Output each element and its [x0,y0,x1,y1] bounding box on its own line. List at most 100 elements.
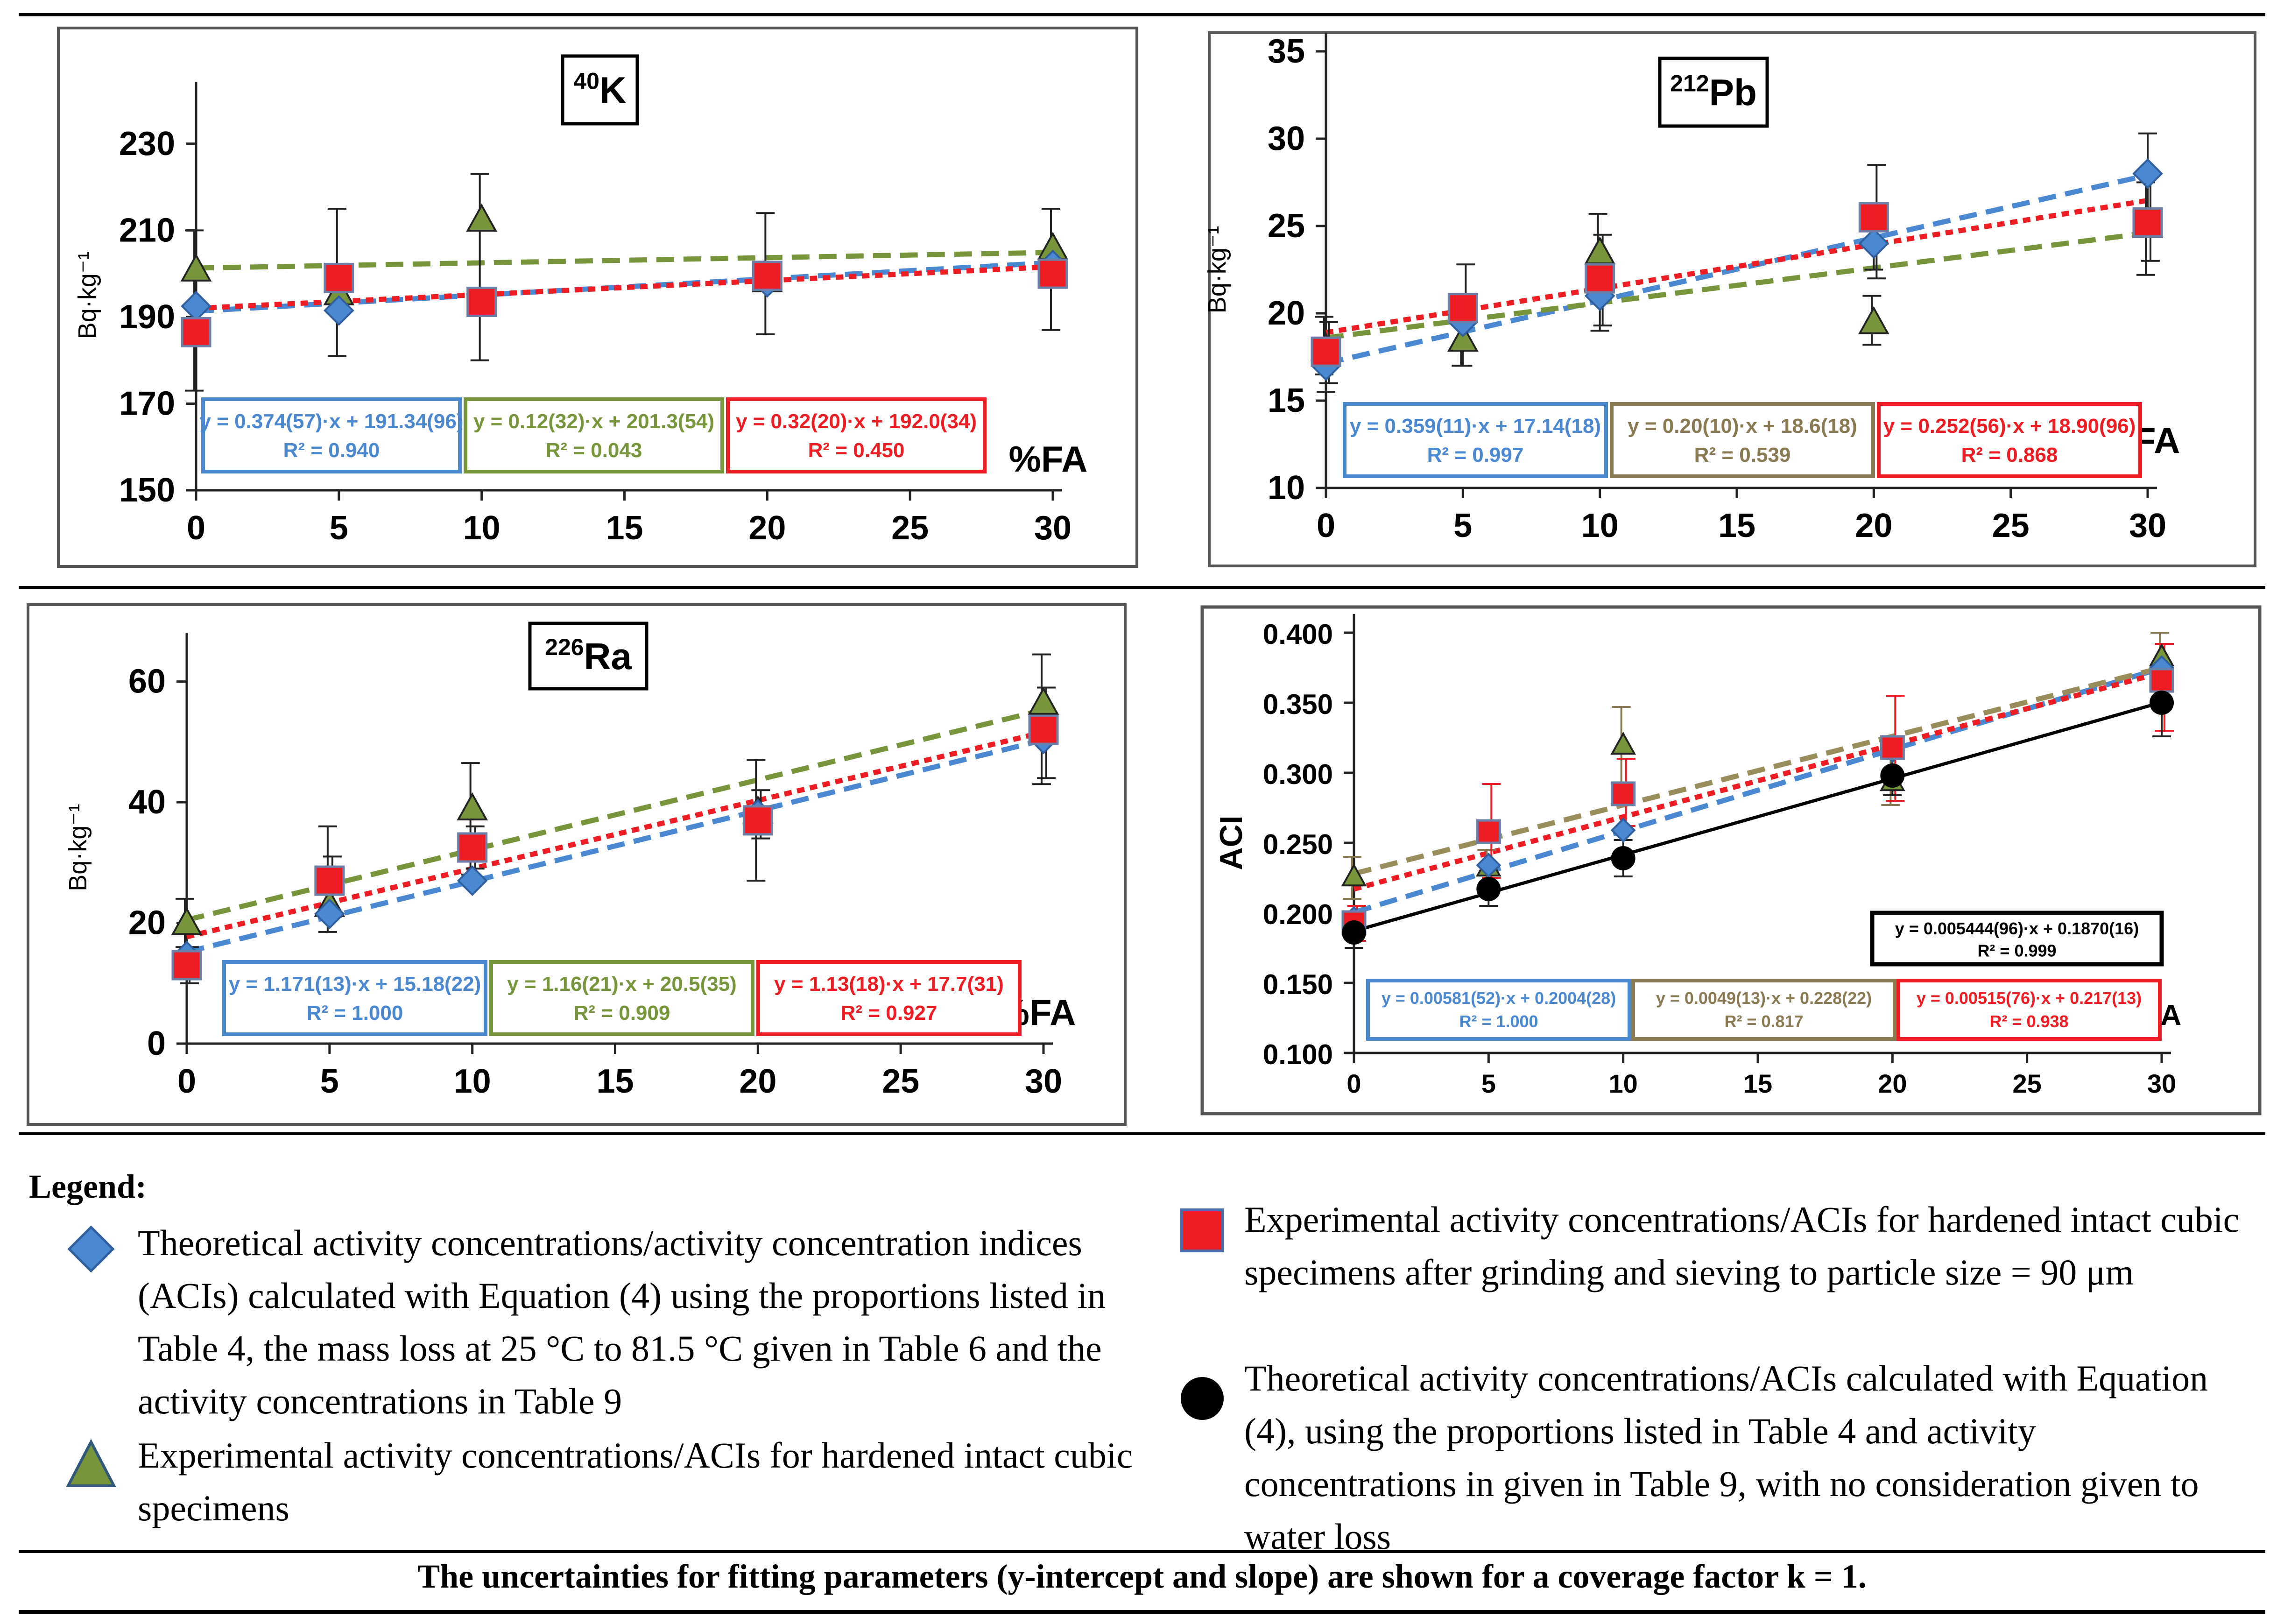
y-tick-label: 0.400 [1263,619,1333,650]
footnote-top-rule [19,1550,2265,1553]
point-intact [171,907,203,935]
r2-text: R² = 1.000 [307,1002,403,1024]
y-tick-label: 190 [119,298,175,336]
equation-box [1610,402,1875,478]
equation-box [726,397,987,473]
chart-ra226: 0 5 10 15 20 25 30 0 20 40 60 Bq·kg⁻¹ %FA 226Ra y = 1.… [27,603,1127,1126]
y-tick-label: 170 [119,385,175,422]
x-tick-label: 15 [1718,507,1755,544]
equation-text: y = 0.20(10)·x + 18.6(18) [1628,415,1857,438]
equation-text: y = 0.00581(52)·x + 0.2004(28) [1382,989,1616,1008]
chart-aci: 0 5 10 15 20 25 30 0.100 0.150 0.200 0.250 0.300 0.3… [1200,605,2262,1116]
point-theoretical [1858,228,1889,259]
middle-rule [19,586,2265,589]
chart-title: 40K [573,68,627,111]
point-theoretical-dry [1342,920,1366,945]
x-tick-label: 0 [187,509,205,547]
point-theoretical-dry [1611,846,1635,870]
chart-title: 226Ra [545,634,632,677]
chart-pb212: 0 5 10 15 20 25 30 10 15 20 25 30 35 Bq·kg⁻¹ %FA 212Pb y… [0,0,2284,586]
point-theoretical [1476,853,1502,878]
equation-text: y = 1.171(13)·x + 15.18(22) [229,973,481,996]
y-tick-label: 150 [119,472,175,509]
x-tick-label: 15 [1743,1069,1772,1098]
y-tick-label: 0.250 [1263,829,1333,860]
chart-title-superscript: 226 [545,634,584,660]
lower-rule [19,1132,2265,1135]
chart-k40: 0 5 10 15 20 25 30 150 170 190 210 230 Bq·kg⁻¹ %FA 40K… [0,0,1149,586]
y-axis-label: Bq·kg⁻¹ [73,252,101,339]
point-ground [1858,202,1889,233]
r2-text: R² = 0.999 [1977,941,2056,960]
point-theoretical-dry [2150,691,2174,715]
r2-text: R² = 0.450 [808,439,905,462]
equation-text: y = 0.374(57)·x + 191.34(96) [199,410,463,433]
fit-line-theoretical_dry [1353,700,2162,933]
y-tick-label: 20 [128,904,166,942]
x-tick-label: 5 [1481,1069,1496,1098]
point-ground [1611,781,1636,806]
point-theoretical [1610,818,1636,843]
y-tick-label: 10 [1268,469,1305,507]
x-tick-label: 20 [739,1063,776,1100]
y-tick-label: 0.350 [1263,689,1333,720]
y-axis-label: Bq·kg⁻¹ [64,804,92,891]
point-ground [1447,293,1478,324]
y-axis-label: Bq·kg⁻¹ [1203,226,1231,314]
top-rule [19,13,2265,16]
chart-title-symbol: K [599,70,627,111]
y-tick-label: 210 [119,212,175,249]
r2-text: R² = 0.927 [841,1002,938,1024]
y-tick-label: 230 [119,125,175,162]
y-axis-label: ACI [1213,815,1249,870]
point-intact [1341,863,1367,887]
equation-box [201,397,462,473]
legend-triangle-icon [66,1439,116,1487]
y-tick-label: 0.150 [1263,969,1333,1000]
point-ground [457,832,488,863]
y-tick-label: 40 [128,784,166,821]
bottom-rule [19,1610,2265,1614]
chart-title-symbol: Ra [584,635,632,677]
equation-box [756,960,1022,1036]
equation-box [489,960,754,1036]
equation-text: y = 1.16(21)·x + 20.5(35) [507,973,737,996]
title-box [1658,56,1769,128]
equation-text: y = 0.12(32)·x + 201.3(54) [473,410,714,433]
point-theoretical-dry [1476,877,1501,901]
fit-line-ground [1353,670,2163,892]
legend-text-ground: Experimental activity concentrations/ACI… [1244,1199,2240,1292]
x-tick-label: 10 [1609,1069,1638,1098]
x-tick-label: 25 [891,509,929,547]
x-tick-label: 5 [320,1063,339,1100]
point-ground [466,286,497,317]
point-intact [1447,323,1479,352]
chart-frame [27,603,1127,1126]
point-intact [1610,731,1636,755]
fit-line-ground [1325,198,2148,335]
x-tick-label: 15 [606,509,643,547]
point-ground [2149,668,2174,693]
y-tick-label: 0.300 [1263,759,1333,790]
x-tick-label: 20 [1855,507,1892,544]
chart-title: 212Pb [1670,71,1757,113]
point-intact [466,204,498,232]
x-tick-label: 15 [596,1063,634,1100]
equation-box [1366,979,1631,1041]
x-tick-label: 5 [1453,507,1472,544]
legend-circle-icon [1181,1377,1224,1420]
title-box [561,54,639,126]
r2-text: R² = 0.938 [1989,1012,2068,1031]
legend-text-intact: Experimental activity concentrations/ACI… [138,1435,1133,1528]
r2-text: R² = 0.539 [1694,444,1791,466]
equation-box [464,397,724,473]
point-ground [1037,258,1068,289]
chart-title-superscript: 212 [1670,71,1709,97]
point-ground [171,950,202,981]
point-ground [324,262,354,293]
y-tick-label: 0 [147,1025,166,1062]
equation-text: y = 0.0049(13)·x + 0.228(22) [1656,989,1872,1008]
equation-box [1343,402,1608,478]
equation-text: y = 0.359(11)·x + 17.14(18) [1350,415,1601,438]
